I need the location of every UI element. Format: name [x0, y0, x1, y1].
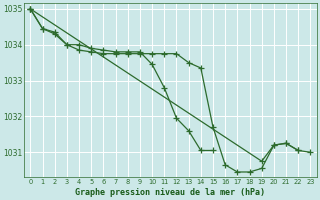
X-axis label: Graphe pression niveau de la mer (hPa): Graphe pression niveau de la mer (hPa)	[76, 188, 265, 197]
